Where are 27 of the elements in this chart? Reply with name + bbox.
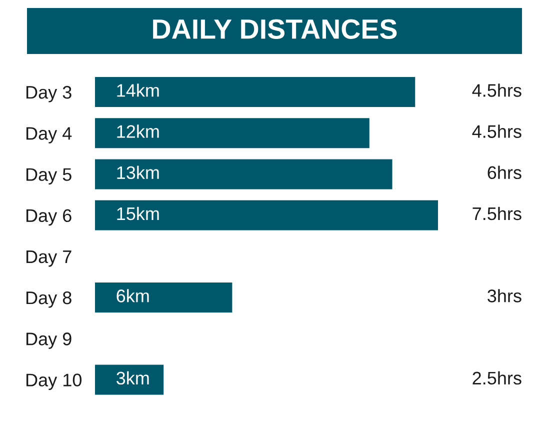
y-tick-label: Day 9 [26, 332, 72, 349]
bar [95, 77, 416, 107]
bar [95, 200, 438, 230]
data-label: 15km [117, 206, 159, 220]
text: 4.5hrs [472, 124, 522, 138]
data-label: 12km [117, 124, 159, 138]
chart-title: DAILY DISTANCES [153, 19, 397, 39]
y-tick-label: Day 4 [26, 127, 72, 144]
data-label: 13km [117, 166, 159, 180]
data-label: 14km [117, 84, 159, 97]
y-tick-label: Day 10 [26, 374, 82, 390]
text: 2.5hrs [472, 371, 522, 385]
bar [95, 118, 370, 148]
text: 6hrs [488, 166, 522, 180]
bar [95, 282, 232, 312]
bar [95, 364, 164, 395]
data-label: 3km [116, 371, 149, 385]
text: 4.5hrs [472, 84, 522, 97]
y-tick-label: Day 3 [26, 86, 72, 102]
text: 3hrs [488, 289, 522, 302]
bar [95, 159, 392, 190]
y-tick-label: Day 6 [26, 209, 72, 226]
y-tick-label: Day 5 [26, 168, 72, 184]
y-tick-label: Day 8 [26, 291, 72, 308]
y-tick-label: Day 7 [26, 250, 72, 267]
text: 7.5hrs [472, 206, 522, 220]
data-label: 6km [116, 289, 149, 302]
